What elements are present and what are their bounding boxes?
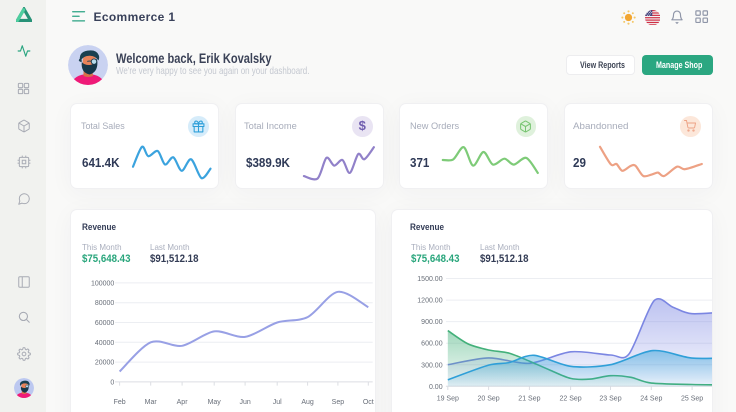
- svg-text:300.00: 300.00: [421, 362, 443, 369]
- svg-text:900.00: 900.00: [421, 319, 443, 326]
- svg-text:Oct: Oct: [363, 399, 374, 406]
- svg-text:May: May: [208, 399, 222, 406]
- svg-text:100000: 100000: [91, 280, 114, 287]
- svg-text:1500.00: 1500.00: [417, 276, 442, 283]
- svg-text:Jul: Jul: [273, 399, 282, 406]
- svg-text:Apr: Apr: [177, 399, 189, 406]
- svg-text:0.00: 0.00: [429, 384, 443, 391]
- svg-text:600.00: 600.00: [421, 341, 443, 348]
- svg-text:23 Sep: 23 Sep: [599, 396, 621, 403]
- svg-text:1200.00: 1200.00: [417, 298, 442, 305]
- svg-text:25 Sep: 25 Sep: [681, 396, 703, 403]
- svg-text:24 Sep: 24 Sep: [640, 396, 662, 403]
- svg-text:Sep: Sep: [332, 399, 345, 406]
- svg-text:Aug: Aug: [301, 399, 314, 406]
- svg-text:Feb: Feb: [114, 399, 126, 406]
- svg-text:40000: 40000: [95, 340, 115, 347]
- svg-text:20 Sep: 20 Sep: [478, 396, 500, 403]
- svg-text:Mar: Mar: [145, 399, 158, 406]
- svg-text:80000: 80000: [95, 300, 115, 307]
- svg-text:21 Sep: 21 Sep: [518, 396, 540, 403]
- svg-text:Jun: Jun: [239, 399, 250, 406]
- svg-text:0: 0: [110, 379, 114, 386]
- svg-text:19 Sep: 19 Sep: [437, 396, 459, 403]
- svg-text:60000: 60000: [95, 320, 115, 327]
- svg-text:22 Sep: 22 Sep: [560, 396, 582, 403]
- svg-text:20000: 20000: [95, 360, 115, 367]
